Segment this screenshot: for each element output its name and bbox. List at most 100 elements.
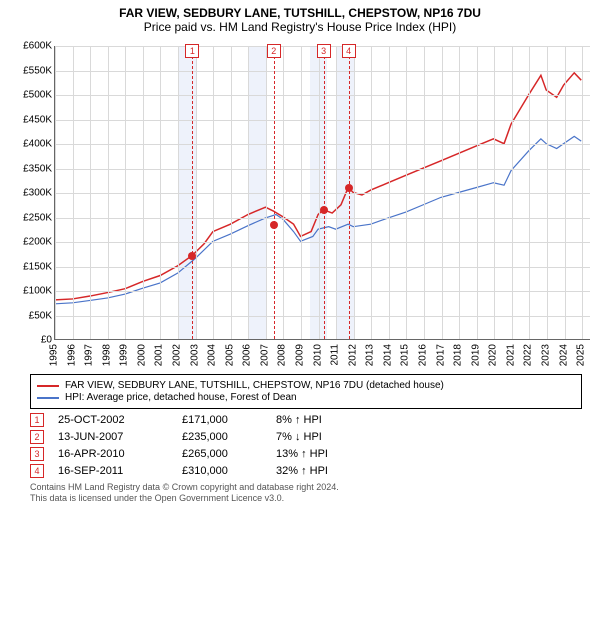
x-tick-label: 1998 <box>101 344 112 366</box>
event-dot <box>320 206 328 214</box>
event-price: £265,000 <box>182 448 262 460</box>
gridline-v <box>125 46 126 339</box>
legend-row: FAR VIEW, SEDBURY LANE, TUTSHILL, CHEPST… <box>37 380 575 391</box>
gridline-v <box>477 46 478 339</box>
event-number: 4 <box>30 464 44 478</box>
x-tick-label: 2004 <box>207 344 218 366</box>
y-tick-label: £250K <box>23 212 52 223</box>
gridline-v <box>231 46 232 339</box>
x-tick-label: 2007 <box>259 344 270 366</box>
gridline-h <box>55 291 590 292</box>
event-marker: 2 <box>267 44 281 58</box>
chart-area: £0£50K£100K£150K£200K£250K£300K£350K£400… <box>10 38 590 368</box>
x-tick-label: 2012 <box>347 344 358 366</box>
event-vline <box>192 46 193 339</box>
legend-label: HPI: Average price, detached house, Fore… <box>65 392 297 403</box>
chart-title: FAR VIEW, SEDBURY LANE, TUTSHILL, CHEPST… <box>10 6 590 20</box>
x-tick-label: 1996 <box>66 344 77 366</box>
event-vline <box>274 46 275 339</box>
gridline-v <box>442 46 443 339</box>
y-tick-label: £350K <box>23 163 52 174</box>
x-tick-label: 2019 <box>470 344 481 366</box>
event-dot <box>188 252 196 260</box>
x-tick-label: 2020 <box>488 344 499 366</box>
event-date: 13-JUN-2007 <box>58 431 168 443</box>
gridline-v <box>248 46 249 339</box>
gridline-v <box>90 46 91 339</box>
y-tick-label: £150K <box>23 261 52 272</box>
event-date: 16-SEP-2011 <box>58 465 168 477</box>
x-tick-label: 2018 <box>453 344 464 366</box>
y-tick-label: £50K <box>29 310 52 321</box>
event-delta: 13% ↑ HPI <box>276 448 386 460</box>
legend-swatch <box>37 397 59 399</box>
x-tick-label: 2010 <box>312 344 323 366</box>
event-price: £235,000 <box>182 431 262 443</box>
gridline-h <box>55 71 590 72</box>
legend-box: FAR VIEW, SEDBURY LANE, TUTSHILL, CHEPST… <box>30 374 582 409</box>
y-tick-label: £450K <box>23 114 52 125</box>
x-tick-label: 2000 <box>136 344 147 366</box>
x-tick-label: 1995 <box>49 344 60 366</box>
event-date: 16-APR-2010 <box>58 448 168 460</box>
footer-line-2: This data is licensed under the Open Gov… <box>30 493 582 504</box>
x-tick-label: 2015 <box>400 344 411 366</box>
gridline-h <box>55 95 590 96</box>
plot-region: 1 2 34 <box>54 46 590 340</box>
legend-row: HPI: Average price, detached house, Fore… <box>37 392 575 403</box>
gridline-h <box>55 193 590 194</box>
x-tick-label: 2005 <box>224 344 235 366</box>
gridline-h <box>55 218 590 219</box>
event-row: 416-SEP-2011£310,00032% ↑ HPI <box>30 464 582 478</box>
footer-text: Contains HM Land Registry data © Crown c… <box>30 482 582 505</box>
event-row: 3 16-APR-2010 £265,000 13% ↑ HPI <box>30 447 582 461</box>
gridline-v <box>547 46 548 339</box>
gridline-v <box>354 46 355 339</box>
x-tick-label: 1997 <box>84 344 95 366</box>
gridline-v <box>459 46 460 339</box>
x-tick-label: 2021 <box>505 344 516 366</box>
event-delta: 7% ↓ HPI <box>276 431 386 443</box>
x-tick-label: 2003 <box>189 344 200 366</box>
legend-swatch <box>37 385 59 387</box>
legend-label: FAR VIEW, SEDBURY LANE, TUTSHILL, CHEPST… <box>65 380 444 391</box>
event-row: 213-JUN-2007£235,0007% ↓ HPI <box>30 430 582 444</box>
gridline-v <box>512 46 513 339</box>
gridline-v <box>336 46 337 339</box>
gridline-h <box>55 120 590 121</box>
gridline-h <box>55 267 590 268</box>
gridline-v <box>494 46 495 339</box>
event-number: 3 <box>30 447 44 461</box>
gridline-h <box>55 316 590 317</box>
event-number: 1 <box>30 413 44 427</box>
gridline-v <box>160 46 161 339</box>
gridline-v <box>108 46 109 339</box>
x-tick-label: 2001 <box>154 344 165 366</box>
chart-subtitle: Price paid vs. HM Land Registry's House … <box>10 20 590 34</box>
y-tick-label: £400K <box>23 139 52 150</box>
gridline-h <box>55 144 590 145</box>
event-delta: 32% ↑ HPI <box>276 465 386 477</box>
x-tick-label: 2017 <box>435 344 446 366</box>
x-tick-label: 2024 <box>558 344 569 366</box>
x-tick-label: 2008 <box>277 344 288 366</box>
x-tick-label: 2023 <box>541 344 552 366</box>
event-marker: 3 <box>317 44 331 58</box>
gridline-v <box>73 46 74 339</box>
gridline-v <box>55 46 56 339</box>
x-tick-label: 2016 <box>418 344 429 366</box>
y-axis: £0£50K£100K£150K£200K£250K£300K£350K£400… <box>10 38 54 368</box>
x-tick-label: 2011 <box>330 344 341 366</box>
y-tick-label: £300K <box>23 188 52 199</box>
y-tick-label: £600K <box>23 41 52 52</box>
x-tick-label: 2006 <box>242 344 253 366</box>
event-vline <box>349 46 350 339</box>
x-tick-label: 2022 <box>523 344 534 366</box>
event-marker: 1 <box>185 44 199 58</box>
event-marker: 4 <box>342 44 356 58</box>
gridline-v <box>424 46 425 339</box>
x-axis: 1995199619971998199920002001200220032004… <box>54 342 590 368</box>
y-tick-label: £100K <box>23 286 52 297</box>
event-delta: 8% ↑ HPI <box>276 414 386 426</box>
x-tick-label: 2014 <box>382 344 393 366</box>
